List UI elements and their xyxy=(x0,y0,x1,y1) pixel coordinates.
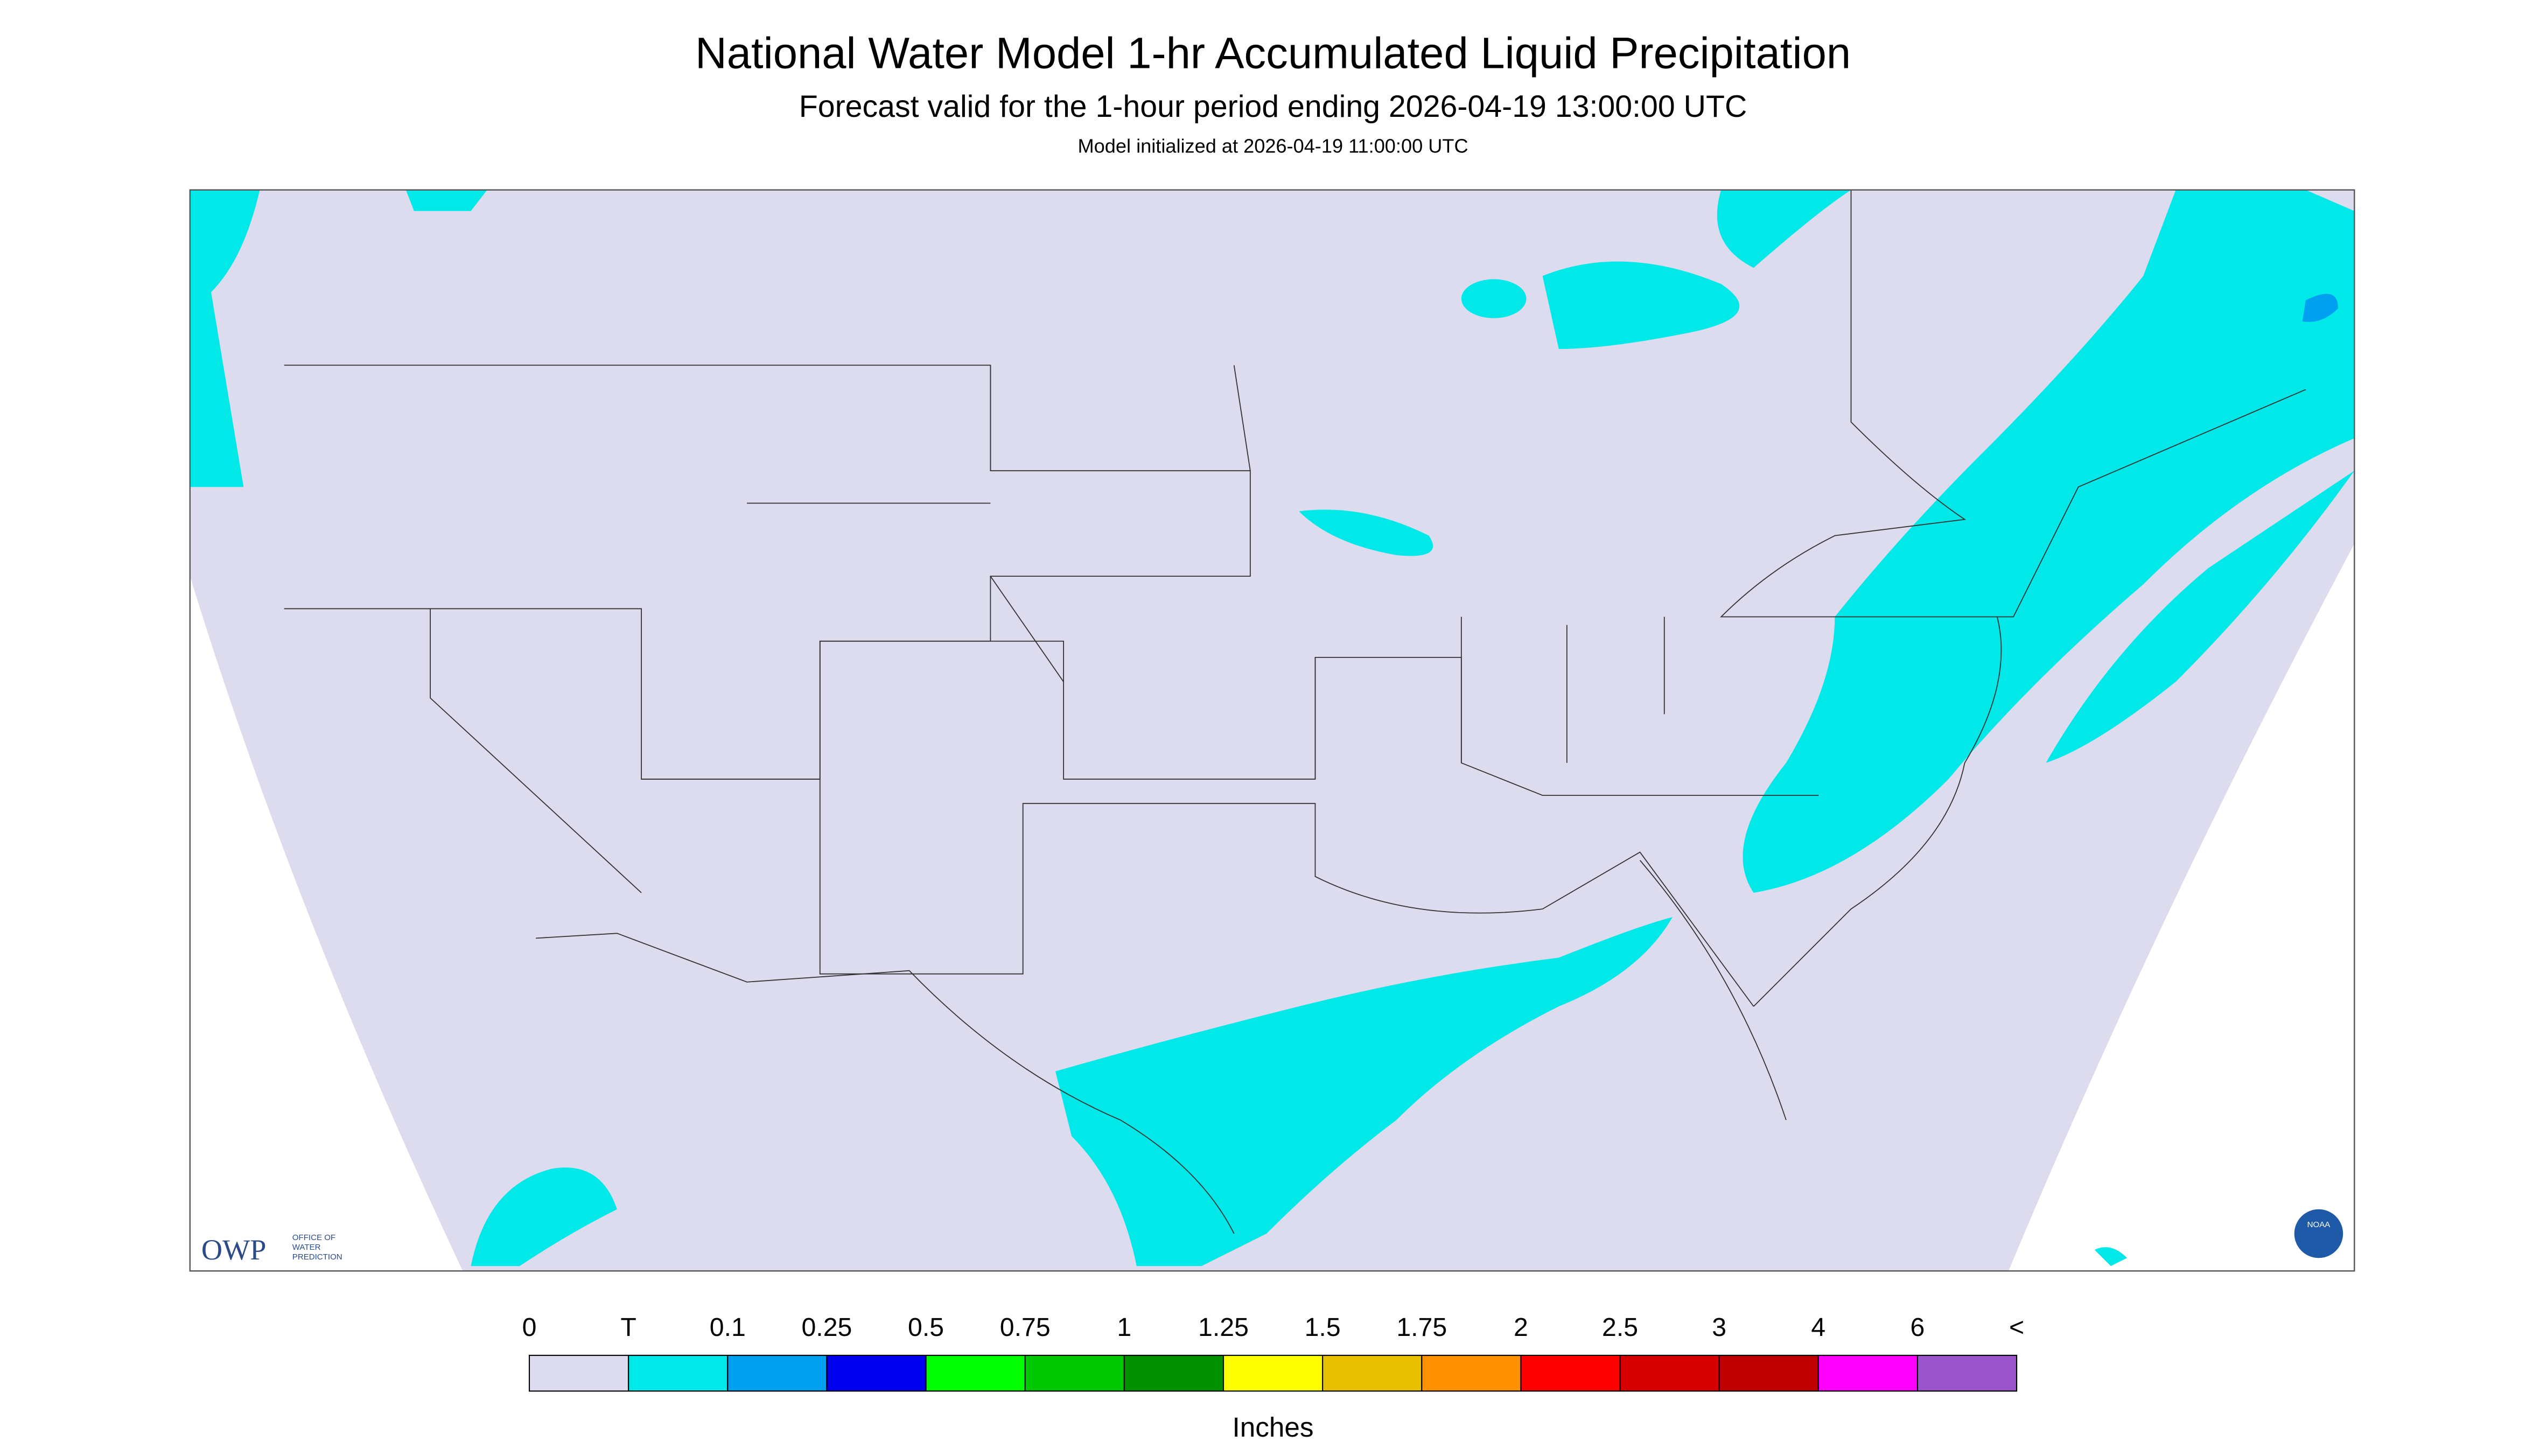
rain-area xyxy=(1717,190,1851,268)
title: National Water Model 1-hr Accumulated Li… xyxy=(695,29,1851,78)
subtitle: Forecast valid for the 1-hour period end… xyxy=(799,89,1747,124)
rain-area xyxy=(1055,917,1673,1266)
colorbar-swatch xyxy=(1817,1355,1919,1392)
rain-area xyxy=(405,190,487,211)
state-border xyxy=(641,640,1462,780)
colorbar-swatch xyxy=(1916,1355,2018,1392)
colorbar-label: 1.5 xyxy=(1305,1313,1341,1342)
colorbar-label: 0.1 xyxy=(710,1313,746,1342)
colorbar-label: 2.5 xyxy=(1602,1313,1638,1342)
colorbar-swatch xyxy=(1123,1355,1224,1392)
rain-area xyxy=(471,1167,617,1266)
state-border xyxy=(430,365,1819,1121)
colorbar-swatch xyxy=(1322,1355,1423,1392)
colorbar-label: 6 xyxy=(1911,1313,1925,1342)
noaa-logo xyxy=(2294,1209,2343,1258)
colorbar-label: 4 xyxy=(1811,1313,1825,1342)
rain-area-heavy xyxy=(2302,293,2339,322)
colorbar-label: 0.25 xyxy=(801,1313,852,1342)
units-label: Inches xyxy=(1233,1412,1314,1443)
state-border xyxy=(819,779,1543,975)
rain-area xyxy=(2046,471,2355,763)
rain-area xyxy=(1743,190,2355,893)
colorbar-label: T xyxy=(620,1313,636,1342)
colorbar-label: 3 xyxy=(1712,1313,1726,1342)
colorbar-swatch xyxy=(1520,1355,1621,1392)
map-frame xyxy=(189,189,2355,1272)
colorbar-swatch xyxy=(1619,1355,1720,1392)
precip-areas xyxy=(190,190,2355,1266)
colorbar-label: 1.25 xyxy=(1198,1313,1249,1342)
owp-logo-text: WATER xyxy=(292,1243,321,1252)
colorbar-swatch xyxy=(1222,1355,1324,1392)
owp-logo: OWP xyxy=(201,1234,267,1266)
colorbar-swatch xyxy=(1718,1355,1819,1392)
colorbar-swatch xyxy=(1024,1355,1125,1392)
init-time: Model initialized at 2026-04-19 11:00:00… xyxy=(1078,135,1468,157)
noaa-logo-text: NOAA xyxy=(2307,1220,2331,1229)
colorbar-swatch xyxy=(727,1355,828,1392)
colorbar-swatch xyxy=(528,1355,629,1392)
owp-logo-text: OFFICE OF xyxy=(292,1233,335,1242)
colorbar: 0 T 0.1 0.25 0.5 0.75 1 1.25 1.5 1.75 2 2.5 3 4 6 < xyxy=(522,1313,2024,1392)
colorbar-label: 2 xyxy=(1514,1313,1528,1342)
colorbar-swatch xyxy=(1421,1355,1522,1392)
rain-area xyxy=(1542,261,1740,349)
map: OWP OFFICE OF WATER PREDICTION NOAA xyxy=(189,189,2355,1272)
rain-area xyxy=(190,190,260,487)
borders xyxy=(284,190,2306,1234)
colorbar-swatch xyxy=(925,1355,1026,1392)
colorbar-label: 0.75 xyxy=(1000,1313,1051,1342)
colorbar-swatch xyxy=(628,1355,729,1392)
colorbar-label: 1 xyxy=(1117,1313,1131,1342)
rain-area xyxy=(1299,509,1433,556)
model-domain xyxy=(190,190,2355,1271)
colorbar-label: 0 xyxy=(522,1313,537,1342)
coastline xyxy=(1753,617,2002,1007)
rain-area xyxy=(2094,1247,2128,1266)
colorbar-label: 0.5 xyxy=(908,1313,944,1342)
colorbar-label: 1.75 xyxy=(1396,1313,1447,1342)
country-border xyxy=(536,933,1235,1234)
rain-area xyxy=(1461,279,1527,318)
state-border xyxy=(1720,190,2306,618)
owp-logo-text: PREDICTION xyxy=(292,1252,342,1262)
colorbar-swatch xyxy=(826,1355,927,1392)
colorbar-label: < xyxy=(2009,1313,2024,1342)
